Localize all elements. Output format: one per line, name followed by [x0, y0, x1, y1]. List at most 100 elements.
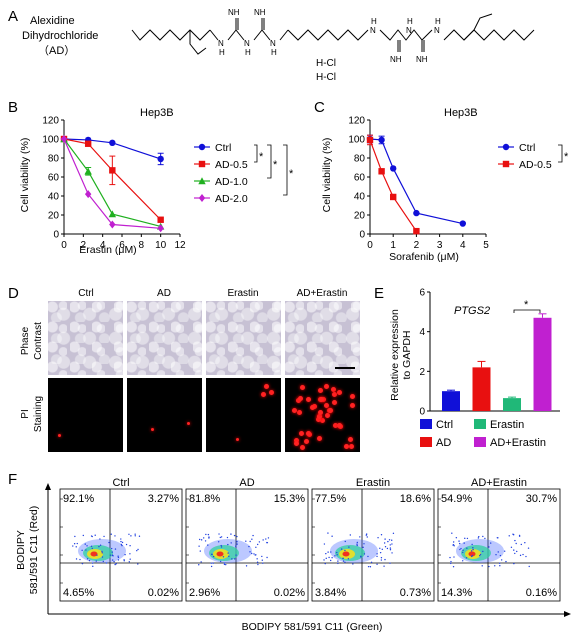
pi-cell	[317, 413, 323, 419]
event-dot	[329, 559, 332, 562]
event-dot	[462, 560, 464, 562]
pi-cell	[300, 385, 306, 391]
series-line	[63, 138, 161, 227]
pi-cell	[324, 403, 329, 409]
event-dot	[381, 548, 383, 551]
event-dot	[109, 554, 112, 556]
event-dot	[235, 545, 237, 547]
event-dot	[366, 536, 368, 538]
event-dot	[120, 538, 122, 540]
event-dot	[348, 546, 350, 548]
quadrant-percent-ur: 15.3%	[274, 493, 305, 505]
data-point	[109, 139, 116, 146]
event-dot	[472, 548, 474, 551]
pi-cell	[317, 410, 323, 416]
event-dot	[110, 533, 113, 535]
event-dot	[72, 545, 74, 547]
event-dot	[254, 554, 256, 556]
event-dot	[228, 555, 230, 558]
flow-plot-title: Ctrl	[112, 477, 129, 489]
event-dot	[331, 557, 333, 559]
event-dot	[90, 535, 93, 537]
series-line	[63, 138, 161, 160]
atom-label: N	[244, 39, 250, 48]
event-dot	[99, 544, 102, 546]
chart-e: 0 2 4 6	[419, 288, 560, 418]
data-point	[157, 216, 164, 223]
event-dot	[212, 555, 215, 558]
chart-b-title: Hep3B	[140, 107, 174, 119]
event-dot	[223, 562, 226, 564]
pi-cell	[350, 394, 356, 400]
pi-cell	[348, 437, 354, 443]
bar	[442, 391, 460, 411]
pi-cell	[350, 402, 356, 408]
legend-label: AD-2.0	[215, 193, 248, 205]
chart-e-title: PTGS2	[454, 305, 490, 317]
event-dot	[327, 532, 329, 534]
data-point	[157, 155, 164, 163]
event-dot	[129, 558, 131, 560]
event-dot	[230, 533, 232, 535]
event-dot	[367, 565, 370, 568]
quadrant-percent-ur: 18.6%	[400, 493, 431, 505]
event-dot	[359, 536, 361, 538]
legend-label: AD	[436, 437, 451, 449]
x-tick-label: 6	[119, 240, 125, 251]
flow-x-arrowhead	[564, 611, 571, 617]
event-dot	[466, 537, 469, 540]
event-dot	[391, 552, 393, 554]
data-point	[108, 210, 117, 218]
event-dot	[379, 551, 382, 554]
pi-cell	[324, 383, 330, 389]
legend-swatch	[420, 437, 432, 447]
event-dot	[137, 548, 139, 551]
event-dot	[330, 551, 332, 553]
col-label-erastin: Erastin	[227, 288, 258, 299]
col-label-ctrl: Ctrl	[78, 288, 94, 299]
event-dot	[236, 543, 238, 545]
event-dot	[249, 540, 251, 543]
event-dot	[134, 535, 136, 537]
event-dot	[266, 556, 268, 559]
data-point	[390, 193, 397, 201]
y-tick-label: 120	[348, 116, 365, 127]
event-dot	[88, 559, 91, 562]
event-dot	[481, 565, 483, 567]
row-label-contrast: Contrast	[33, 322, 44, 360]
event-dot	[219, 536, 222, 539]
pi-cell	[297, 396, 303, 402]
pi-cell	[319, 397, 325, 403]
legend-label: Ctrl	[436, 419, 453, 431]
event-dot	[384, 558, 386, 561]
flow-xlabel: BODIPY 581/591 C11 (Green)	[242, 621, 383, 633]
event-dot	[482, 550, 484, 553]
panel-label-e: E	[374, 285, 384, 302]
event-dot	[470, 550, 473, 552]
event-dot	[525, 555, 527, 558]
y-tick-label: 120	[42, 116, 59, 127]
event-dot	[360, 555, 362, 558]
event-dot	[245, 540, 247, 542]
event-dot	[376, 553, 378, 555]
atom-label: NH	[390, 55, 402, 64]
event-dot	[325, 557, 327, 560]
chart-e-significance	[513, 309, 541, 313]
chart-c-title: Hep3B	[444, 107, 478, 119]
chart-b: 0 20 40 60 80 100 120 0 2 4 6 8 10 12	[42, 116, 186, 252]
x-tick-label: 0	[61, 240, 67, 251]
event-dot	[380, 534, 383, 536]
event-dot	[219, 560, 222, 563]
quadrant-percent-ll: 2.96%	[189, 587, 220, 599]
event-dot	[344, 561, 346, 564]
event-dot	[262, 539, 264, 541]
atom-label: NH	[228, 8, 240, 17]
pi-cell	[58, 434, 61, 437]
flow-ylabel-1: BODIPY	[15, 530, 27, 570]
sig-star: *	[289, 168, 294, 180]
event-dot	[207, 544, 209, 546]
event-dot	[230, 542, 232, 544]
event-dot	[200, 561, 202, 563]
event-dot	[261, 555, 263, 558]
